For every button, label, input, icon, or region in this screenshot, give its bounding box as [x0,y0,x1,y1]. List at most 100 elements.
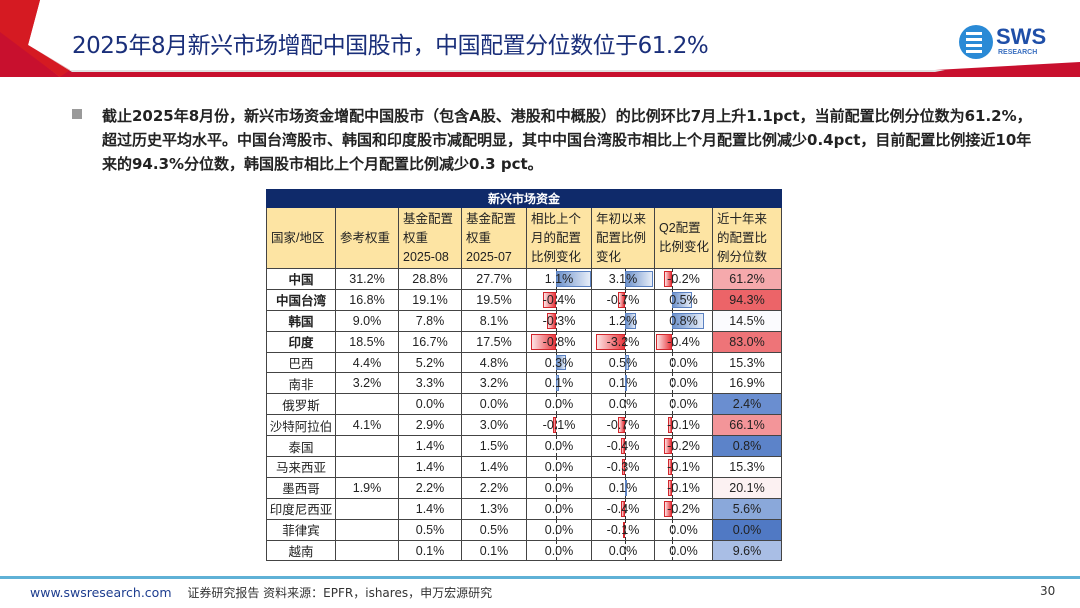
bar-axis [671,269,673,289]
cell-value: 0.1% [608,480,638,495]
cell-q2-change: 0.0% [654,539,713,562]
cell-weight-2025-07: 2.2% [461,476,527,499]
cell-ytd-change: -0.7% [591,288,655,311]
cell-ref-weight: 1.9% [335,476,399,499]
cell-value: 1.4% [415,459,445,474]
positive-data-bar [671,291,692,308]
table-row: 韩国 9.0% 7.8% 8.1% -0.3% 1.2% 0.8% 14.5% [266,309,782,332]
cell-value: 7.8% [415,313,445,328]
cell-percentile: 0.0% [712,518,782,541]
cell-value: 2.2% [479,480,509,495]
bar-axis [671,373,673,394]
cell-ref-weight: 9.0% [335,309,399,332]
cell-value: 0.0% [669,397,698,412]
bar-axis [671,457,673,477]
cell-percentile: 2.4% [712,393,782,416]
cell-value: 0.5% [479,522,509,537]
cell-value: -0.2% [667,439,700,454]
cell-value: 1.2% [608,313,638,328]
table-row: 马来西亚 1.4% 1.4% 0.0% -0.3% -0.1% 15.3% [266,456,782,478]
cell-value: -0.1% [667,418,700,433]
positive-data-bar [624,479,627,496]
summary-paragraph: 截止2025年8月份，新兴市场资金增配中国股市（包含A股、港股和中概股）的比例环… [102,107,1032,173]
cell-value: 0.1% [608,376,638,391]
sws-logo: SWS RESEARCH [958,20,1058,64]
bar-axis [624,540,626,561]
cell-ref-weight [335,456,399,478]
cell-value: 18.5% [349,334,385,349]
cell-percentile: 61.2% [712,268,782,290]
cell-ref-weight [335,497,399,520]
cell-value: 3.0% [479,418,509,433]
cell-value: 0.3% [544,355,574,370]
table-row: 墨西哥 1.9% 2.2% 2.2% 0.0% 0.1% -0.1% 20.1% [266,476,782,499]
cell-value: -0.7% [606,292,640,307]
cell-q2-change: -0.1% [654,414,713,437]
cell-mom-change: 0.1% [526,372,592,395]
website-link[interactable]: www.swsresearch.com [30,585,172,600]
cell-percentile: 0.8% [712,435,782,458]
cell-value: 4.8% [479,355,509,370]
cell-value: 19.1% [412,292,448,307]
cell-value: 2.2% [415,480,445,495]
cell-q2-change: 0.0% [654,351,713,374]
cell-weight-2025-08: 7.8% [398,309,462,332]
cell-mom-change: 0.0% [526,393,592,416]
column-header-ytd-change: 年初以来 配置比例 变化 [591,207,655,269]
bar-axis [671,477,673,498]
cell-value: 0.0% [544,501,574,516]
table-caption: 新兴市场资金 [266,189,782,208]
negative-data-bar [530,333,557,350]
cell-value: 61.2% [729,271,765,286]
bar-axis [624,436,626,457]
cell-mom-change: -0.8% [526,330,592,353]
cell-value: 1.9% [352,480,382,495]
table-row: 南非 3.2% 3.3% 3.2% 0.1% 0.1% 0.0% 16.9% [266,372,782,395]
cell-value: -0.8% [542,334,576,349]
cell-value: 南非 [288,377,314,392]
cell-value: 0.0% [669,376,698,391]
cell-ref-weight: 4.1% [335,414,399,437]
cell-q2-change: -0.4% [654,330,713,353]
cell-country: 印度 [266,330,336,353]
cell-value: -0.1% [606,522,640,537]
cell-weight-2025-08: 0.5% [398,518,462,541]
cell-value: 巴西 [288,357,314,371]
cell-weight-2025-08: 1.4% [398,497,462,520]
cell-value: 0.0% [544,480,574,495]
cell-value: 17.5% [476,334,512,349]
cell-weight-2025-07: 27.7% [461,268,527,290]
cell-value: -0.2% [667,501,700,516]
column-header-percentile: 近十年来 的配置比 例分位数 [712,207,782,269]
cell-value: 0.0% [669,522,698,537]
cell-value: 83.0% [729,334,765,349]
cell-country: 巴西 [266,351,336,374]
cell-mom-change: 0.3% [526,351,592,374]
cell-weight-2025-08: 19.1% [398,288,462,311]
cell-value: 泰国 [288,440,314,455]
bar-axis [624,519,626,540]
cell-country: 泰国 [266,435,336,458]
cell-ytd-change: -3.2% [591,330,655,353]
cell-mom-change: 0.0% [526,476,592,499]
cell-value: 14.5% [729,313,765,328]
cell-percentile: 20.1% [712,476,782,499]
cell-value: 0.0% [669,543,698,558]
cell-value: 1.3% [479,501,509,516]
cell-value: 66.1% [729,418,765,433]
cell-weight-2025-07: 4.8% [461,351,527,374]
negative-data-bar [622,521,625,538]
table-row: 越南 0.1% 0.1% 0.0% 0.0% 0.0% 9.6% [266,539,782,562]
cell-value: -0.4% [606,439,640,454]
column-header-mom-change: 相比上个 月的配置 比例变化 [526,207,592,269]
cell-value: 4.1% [352,418,382,433]
cell-value: 0.0% [415,397,445,412]
positive-data-bar [671,312,704,329]
cell-value: -0.1% [542,418,576,433]
cell-value: 2.4% [732,397,762,412]
cell-country: 墨西哥 [266,476,336,499]
cell-weight-2025-07: 3.2% [461,372,527,395]
cell-mom-change: 0.0% [526,456,592,478]
cell-weight-2025-07: 1.5% [461,435,527,458]
cell-value: 9.6% [732,543,762,558]
